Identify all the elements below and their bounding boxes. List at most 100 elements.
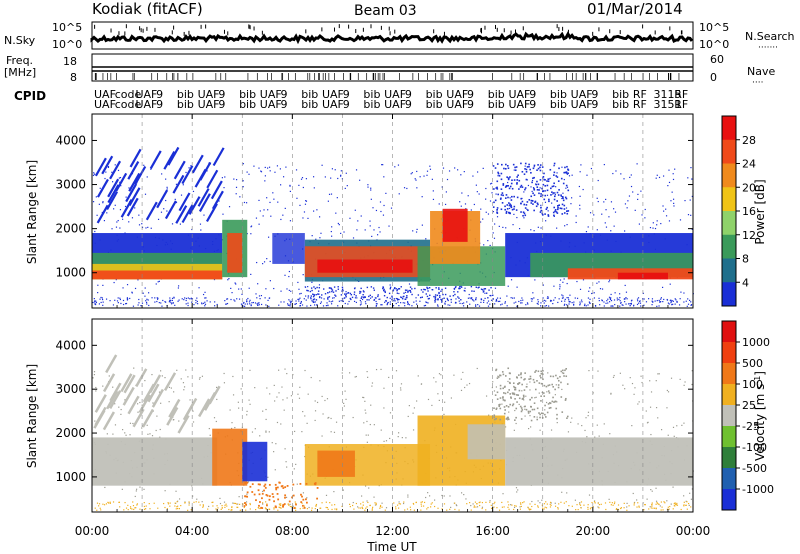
heatmap-point — [487, 240, 489, 242]
heatmap-point — [132, 501, 134, 503]
heatmap-point — [555, 175, 558, 177]
heatmap-point — [367, 434, 369, 436]
heatmap-point — [651, 503, 653, 506]
heatmap-point — [636, 298, 639, 300]
heatmap-point — [216, 505, 218, 507]
heatmap-point — [121, 488, 123, 490]
heatmap-point — [609, 298, 611, 300]
heatmap-point — [689, 199, 691, 201]
heatmap-streak — [105, 354, 118, 374]
cpid-entry: 9 — [281, 88, 288, 101]
heatmap-point — [237, 401, 239, 403]
heatmap-point — [492, 381, 494, 383]
heatmap-point — [289, 505, 291, 508]
heatmap-point — [558, 189, 560, 191]
heatmap-streak — [191, 154, 204, 174]
heatmap-point — [391, 297, 393, 299]
heatmap-point — [226, 298, 229, 300]
heatmap-point — [518, 227, 521, 230]
heatmap-point — [630, 302, 632, 304]
heatmap-point — [561, 491, 563, 493]
heatmap-point — [501, 501, 503, 504]
heatmap-point — [366, 506, 368, 508]
heatmap-point — [510, 279, 513, 281]
heatmap-point — [524, 168, 526, 170]
heatmap-point — [158, 302, 160, 304]
heatmap-streak — [107, 178, 120, 198]
heatmap-point — [507, 164, 509, 167]
heatmap-point — [373, 229, 375, 231]
heatmap-point — [238, 288, 240, 290]
heatmap-point — [117, 219, 119, 222]
y-tick-label-2000: 2000 — [55, 222, 86, 236]
heatmap-point — [232, 502, 234, 504]
heatmap-point — [485, 211, 487, 213]
heatmap-point — [550, 187, 552, 190]
heatmap-point — [355, 301, 357, 304]
heatmap-point — [334, 169, 336, 171]
heatmap-point — [553, 401, 555, 403]
heatmap-point — [532, 192, 534, 195]
heatmap-streak — [115, 172, 128, 192]
heatmap-point — [651, 505, 653, 507]
heatmap-point — [530, 426, 532, 428]
heatmap-point — [386, 302, 389, 304]
heatmap-point — [279, 504, 281, 506]
heatmap-point — [669, 505, 671, 508]
heatmap-point — [109, 501, 111, 503]
heatmap-streak — [125, 183, 138, 203]
heatmap-point — [114, 424, 117, 426]
heatmap-point — [501, 371, 504, 373]
heatmap-point — [629, 303, 631, 305]
heatmap-point — [479, 221, 482, 223]
heatmap-point — [676, 502, 678, 505]
heatmap-point — [170, 303, 173, 305]
heatmap-point — [637, 193, 639, 196]
heatmap-point — [349, 292, 352, 295]
heatmap-point — [278, 369, 280, 371]
heatmap-point — [506, 305, 508, 307]
heatmap-point — [530, 171, 532, 174]
heatmap-point — [203, 302, 205, 304]
heatmap-point — [473, 203, 475, 206]
heatmap-point — [404, 298, 406, 300]
heatmap-point — [685, 500, 687, 502]
heatmap-point — [601, 213, 603, 215]
colorbar-tick-label-20: 20 — [742, 181, 756, 194]
heatmap-point — [315, 505, 317, 507]
heatmap-point — [212, 501, 214, 503]
heatmap-point — [532, 177, 534, 180]
heatmap-point — [125, 434, 127, 436]
heatmap-point — [605, 226, 608, 228]
heatmap-point — [664, 502, 666, 504]
heatmap-point — [530, 419, 533, 422]
heatmap-point — [500, 197, 502, 200]
heatmap-point — [325, 304, 327, 307]
heatmap-streak — [138, 394, 151, 414]
heatmap-point — [293, 507, 296, 509]
heatmap-point — [579, 504, 582, 506]
heatmap-point — [690, 506, 692, 508]
heatmap-point — [538, 189, 540, 191]
heatmap-point — [564, 399, 567, 401]
heatmap-point — [578, 185, 580, 188]
heatmap-point — [538, 412, 540, 414]
heatmap-point — [447, 304, 449, 306]
heatmap-point — [667, 434, 669, 436]
heatmap-point — [434, 300, 436, 302]
colorbar-swatch — [722, 363, 736, 385]
heatmap-point — [485, 395, 488, 397]
heatmap-point — [221, 177, 223, 179]
heatmap-point — [428, 495, 431, 497]
heatmap-point — [423, 501, 426, 504]
heatmap-point — [158, 280, 160, 282]
heatmap-point — [643, 509, 645, 511]
nave-label: Nave — [747, 65, 775, 78]
heatmap-point — [359, 299, 361, 302]
heatmap-streak — [156, 189, 169, 209]
heatmap-point — [375, 304, 378, 307]
heatmap-point — [633, 304, 635, 306]
heatmap-point — [215, 420, 217, 423]
heatmap-point — [119, 209, 122, 211]
heatmap-point — [304, 286, 307, 288]
